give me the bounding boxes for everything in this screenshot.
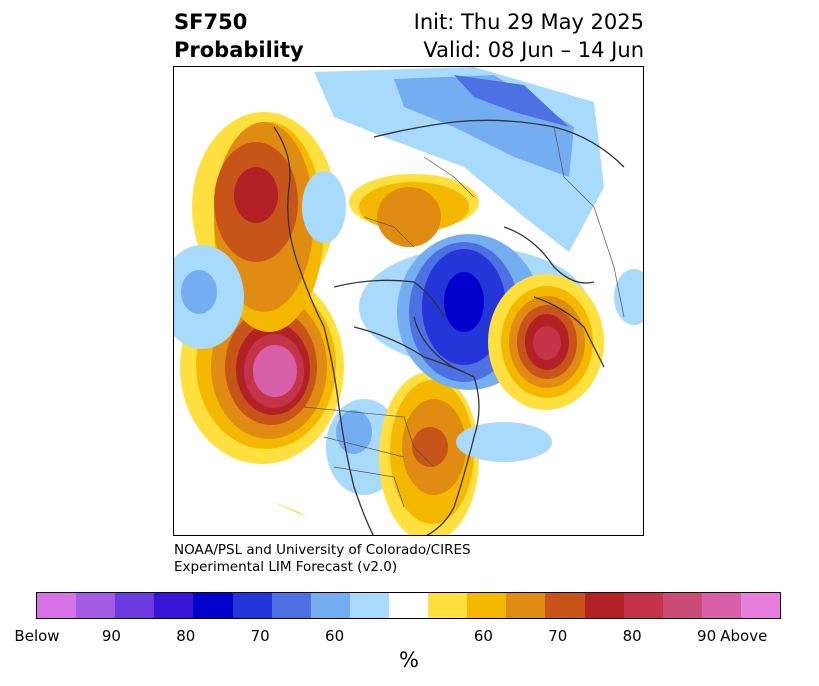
- anomaly-eastern-united-states: [379, 372, 479, 535]
- colorbar-segment: [271, 593, 311, 618]
- country-borders: [303, 126, 625, 508]
- credit-line-2: Experimental LIM Forecast (v2.0): [174, 559, 398, 575]
- colorbar-tick-label: 80: [176, 627, 196, 645]
- colorbar-segment: [623, 593, 663, 618]
- anomaly-western-pacific: [174, 245, 306, 517]
- anomaly-northeast-atlantic: [456, 269, 643, 462]
- colorbar-segment: [662, 593, 702, 618]
- colorbar-segment: [506, 593, 546, 618]
- init-date: Init: Thu 29 May 2025: [413, 10, 644, 34]
- colorbar-tick-label: 60: [473, 627, 493, 645]
- colorbar-segment: [545, 593, 585, 618]
- colorbar-segment: [701, 593, 741, 618]
- product-title: Probability: [174, 38, 304, 62]
- colorbar-segment: [310, 593, 350, 618]
- colorbar-segment: [154, 593, 194, 618]
- date-block: Init: Thu 29 May 2025 Valid: 08 Jun – 14…: [414, 8, 644, 64]
- anomaly-northern-siberia: [349, 174, 479, 247]
- colorbar-tick-label: 60: [325, 627, 345, 645]
- colorbar-tick-label: 90: [101, 627, 121, 645]
- map-canvas: [174, 67, 643, 535]
- colorbar-segment: [584, 593, 624, 618]
- colorbar-segment: [37, 593, 77, 618]
- colorbar-segment: [115, 593, 155, 618]
- colorbar-segment: [740, 593, 781, 618]
- colorbar-tick-label: 80: [622, 627, 642, 645]
- colorbar-segment: [232, 593, 272, 618]
- colorbar-segment: [349, 593, 389, 618]
- colorbar-tick-label: Above: [720, 627, 768, 645]
- colorbar-tick-label: 70: [548, 627, 568, 645]
- colorbar-unit: %: [399, 648, 419, 672]
- anomaly-barents-kara-sea: [314, 67, 604, 252]
- forecast-map: [173, 66, 644, 536]
- colorbar-segment: [76, 593, 116, 618]
- colorbar-segment: [428, 593, 468, 618]
- colorbar-tick-label: 90: [697, 627, 717, 645]
- coastlines: [273, 119, 625, 535]
- credit-line-1: NOAA/PSL and University of Colorado/CIRE…: [174, 542, 471, 558]
- colorbar: [36, 592, 781, 619]
- credit-block: NOAA/PSL and University of Colorado/CIRE…: [174, 542, 471, 576]
- colorbar-segment: [193, 593, 233, 618]
- title-block: SF750 Probability: [174, 8, 304, 64]
- colorbar-segment: [388, 593, 429, 618]
- colorbar-segment: [467, 593, 507, 618]
- valid-dates: Valid: 08 Jun – 14 Jun: [423, 38, 644, 62]
- colorbar-tick-label: Below: [14, 627, 60, 645]
- colorbar-tick-label: 70: [250, 627, 270, 645]
- anomaly-gulf-of-alaska: [192, 112, 336, 332]
- variable-title: SF750: [174, 10, 248, 34]
